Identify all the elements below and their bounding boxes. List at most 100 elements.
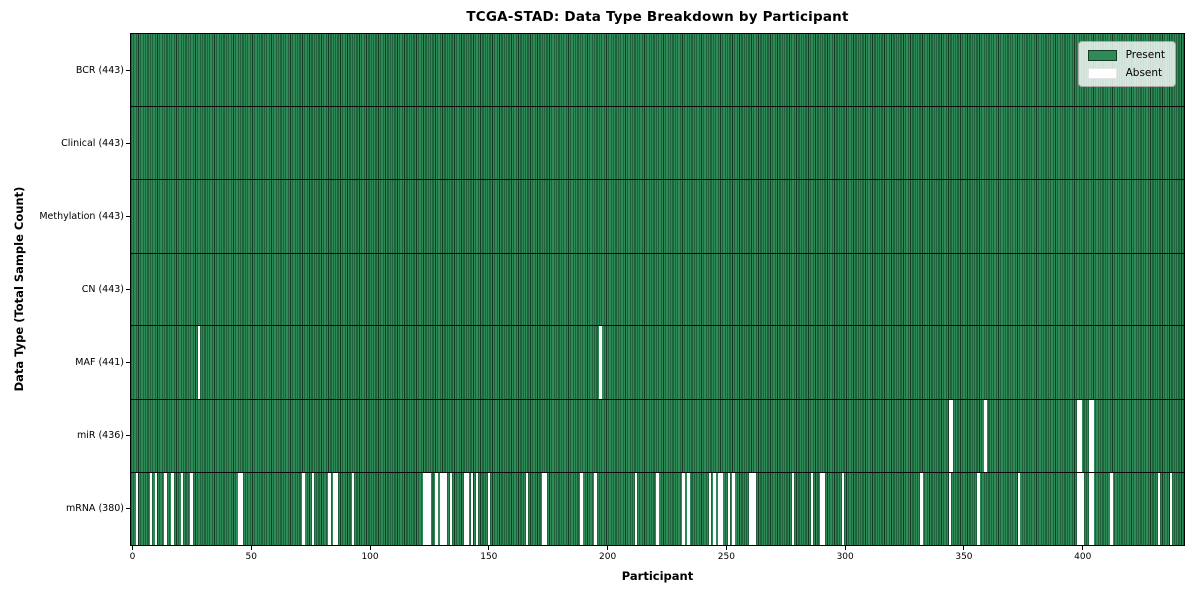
absent-stripe: [948, 472, 952, 545]
x-tick-mark: [488, 546, 490, 550]
absent-stripe: [150, 472, 153, 545]
absent-stripe: [841, 472, 845, 545]
x-tick-mark: [369, 546, 371, 550]
absent-stripe: [1017, 472, 1020, 545]
heatmap-row-methylation: [131, 180, 1184, 253]
absent-stripe: [425, 472, 429, 545]
absent-stripe: [1091, 399, 1094, 472]
x-tick-mark: [131, 546, 133, 550]
row-divider: [131, 471, 1184, 473]
x-tick-label: 400: [1074, 552, 1092, 562]
heatmap-row-clinical: [131, 107, 1184, 180]
x-tick-label: 350: [955, 552, 973, 562]
absent-stripe: [1077, 399, 1080, 472]
absent-stripe: [237, 472, 241, 545]
y-tick-mark: [126, 361, 130, 363]
x-axis-label: Participant: [621, 569, 694, 583]
absent-stripe: [810, 472, 814, 545]
y-tick-label: MAF (441): [75, 356, 124, 368]
absent-stripe: [311, 472, 315, 545]
absent-stripe: [328, 472, 331, 545]
absent-stripe: [1169, 472, 1173, 545]
absent-stripe: [822, 472, 826, 545]
absent-stripe: [171, 472, 174, 545]
absent-stripe: [749, 472, 752, 545]
absent-stripe: [435, 472, 438, 545]
absent-stripe: [1157, 472, 1161, 545]
y-tick-label: miR (436): [76, 429, 124, 441]
y-tick-label: mRNA (380): [65, 502, 124, 514]
absent-stripe: [544, 472, 547, 545]
row-divider: [131, 252, 1184, 254]
x-tick-mark: [844, 546, 846, 550]
x-tick-label: 200: [599, 552, 617, 562]
absent-stripe: [197, 326, 200, 399]
absent-stripe: [428, 472, 431, 545]
row-divider: [131, 179, 1184, 181]
absent-stripe: [444, 472, 448, 545]
x-tick-label: 250: [717, 552, 735, 562]
row-divider: [131, 106, 1184, 108]
heatmap-row-cn: [131, 253, 1184, 326]
absent-stripe: [423, 472, 426, 545]
heatmap-row-mrna: [131, 472, 1184, 545]
legend-swatch-present-icon: [1087, 49, 1117, 61]
absent-stripe: [720, 472, 723, 545]
x-tick-label: 50: [245, 552, 257, 562]
y-tick-label: Methylation (443): [39, 211, 124, 223]
absent-stripe: [951, 399, 954, 472]
absent-stripe: [820, 472, 823, 545]
y-tick-mark: [126, 434, 130, 436]
absent-stripe: [135, 472, 139, 545]
legend-label: Present: [1125, 49, 1165, 61]
absent-stripe: [977, 472, 980, 545]
x-tick-label: 300: [836, 552, 854, 562]
legend-swatch-absent-icon: [1087, 67, 1117, 79]
legend-label: Absent: [1125, 67, 1163, 79]
absent-stripe: [727, 472, 730, 545]
absent-stripe: [580, 472, 583, 545]
absent-stripe: [599, 326, 602, 399]
x-tick-mark: [250, 546, 252, 550]
legend-item-present: Present: [1087, 49, 1165, 61]
x-tick-mark: [725, 546, 727, 550]
absent-stripe: [791, 472, 795, 545]
y-tick-mark: [126, 507, 130, 509]
absent-stripe: [948, 399, 952, 472]
absent-stripe: [687, 472, 690, 545]
heatmap-row-maf: [131, 326, 1184, 399]
heatmap-row-bcr: [131, 34, 1184, 107]
absent-stripe: [594, 472, 597, 545]
absent-stripe: [920, 472, 923, 545]
absent-stripe: [190, 472, 193, 545]
absent-stripe: [442, 472, 445, 545]
plot-area: Present Absent: [130, 33, 1185, 546]
absent-stripe: [466, 472, 469, 545]
absent-stripe: [449, 472, 452, 545]
absent-stripe: [1088, 472, 1092, 545]
absent-stripe: [713, 472, 716, 545]
x-tick-mark: [607, 546, 609, 550]
absent-stripe: [439, 472, 443, 545]
x-tick-label: 0: [129, 552, 136, 562]
y-tick-label: Clinical (443): [61, 138, 124, 150]
legend: Present Absent: [1077, 41, 1176, 87]
absent-stripe: [475, 472, 479, 545]
y-tick-mark: [126, 216, 130, 218]
x-tick-mark: [1082, 546, 1084, 550]
absent-stripe: [1077, 472, 1080, 545]
absent-stripe: [470, 472, 474, 545]
absent-stripe: [1081, 472, 1085, 545]
absent-stripe: [352, 472, 355, 545]
y-tick-mark: [126, 143, 130, 145]
absent-stripe: [1079, 399, 1082, 472]
chart-title: TCGA-STAD: Data Type Breakdown by Partic…: [466, 9, 849, 25]
heatmap-row-mir: [131, 399, 1184, 472]
absent-stripe: [732, 472, 735, 545]
legend-item-absent: Absent: [1087, 67, 1165, 79]
absent-stripe: [180, 472, 184, 545]
y-tick-mark: [126, 70, 130, 72]
x-tick-label: 150: [480, 552, 498, 562]
absent-stripe: [682, 472, 685, 545]
absent-stripe: [487, 472, 490, 545]
